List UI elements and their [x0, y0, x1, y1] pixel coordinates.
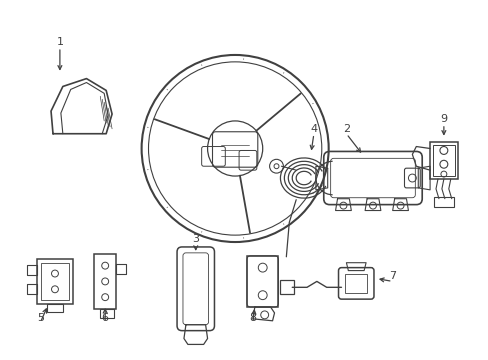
Bar [432, 145, 454, 176]
Text: 9: 9 [439, 114, 447, 124]
Bar [246, 256, 278, 307]
Bar [280, 280, 294, 294]
Text: 7: 7 [388, 271, 395, 282]
Bar [37, 259, 73, 304]
Text: 1: 1 [56, 37, 63, 47]
Bar [100, 309, 114, 318]
Bar [47, 304, 63, 312]
Text: 6: 6 [102, 313, 108, 323]
Text: 3: 3 [192, 234, 199, 244]
Bar [41, 263, 69, 300]
Bar [429, 141, 457, 179]
Bar [94, 254, 116, 309]
Text: 5: 5 [37, 313, 43, 323]
Bar [433, 197, 453, 207]
Text: 2: 2 [342, 124, 349, 134]
Text: 8: 8 [249, 313, 256, 323]
Text: 4: 4 [310, 124, 317, 134]
Bar [345, 274, 366, 293]
